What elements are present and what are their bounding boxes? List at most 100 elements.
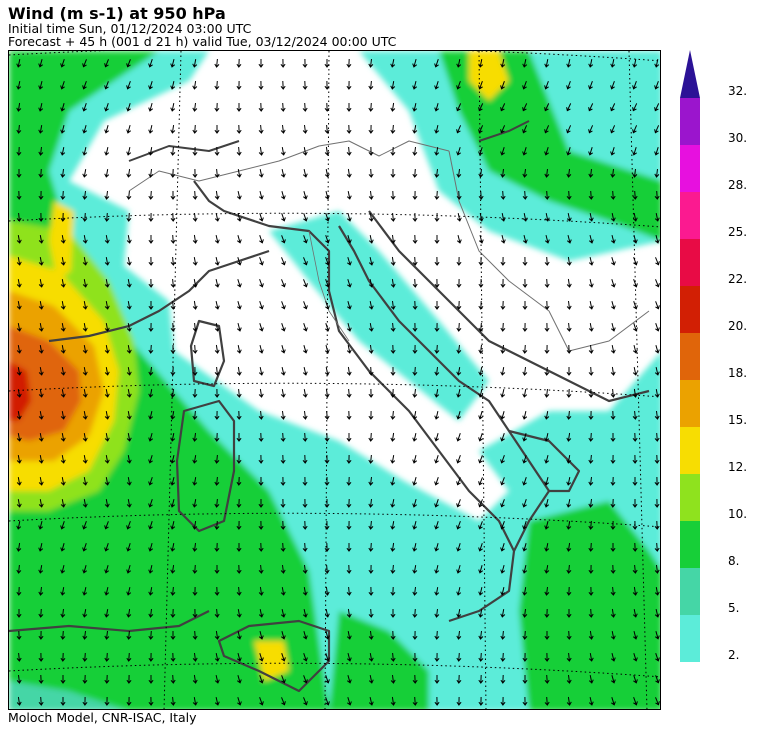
wind-arrow xyxy=(192,652,198,662)
wind-arrow xyxy=(566,388,572,398)
wind-arrow xyxy=(390,58,396,68)
wind-arrow xyxy=(500,190,506,200)
wind-arrow xyxy=(588,410,594,420)
field-green-west xyxy=(9,51,329,709)
wind-arrow xyxy=(281,213,286,222)
wind-arrow xyxy=(544,168,550,178)
wind-arrow xyxy=(148,235,154,244)
wind-arrow xyxy=(82,367,88,376)
wind-arrow xyxy=(302,168,308,178)
wind-arrow xyxy=(632,586,638,596)
wind-arrow xyxy=(368,653,374,662)
wind-arrow xyxy=(303,697,308,706)
wind-arrow xyxy=(258,80,264,90)
wind-arrow xyxy=(654,81,659,90)
wind-arrow xyxy=(368,256,374,266)
wind-arrow xyxy=(390,256,396,266)
wind-arrow xyxy=(588,586,594,596)
wind-arrow xyxy=(60,521,65,530)
colorbar-segment-2 xyxy=(680,521,700,568)
wind-arrow xyxy=(412,454,418,464)
wind-arrow xyxy=(16,301,22,310)
wind-arrow xyxy=(566,674,572,684)
wind-arrow xyxy=(390,234,396,244)
wind-arrow xyxy=(566,147,571,156)
wind-arrow xyxy=(655,653,660,662)
wind-arrow xyxy=(610,433,616,442)
wind-arrow xyxy=(38,433,44,442)
wind-arrow xyxy=(456,278,462,288)
wind-arrow xyxy=(654,520,660,530)
wind-arrow xyxy=(214,542,220,552)
wind-arrow xyxy=(38,455,44,464)
wind-arrow xyxy=(566,630,572,640)
wind-arrow xyxy=(281,631,286,640)
wind-arrow xyxy=(236,146,242,156)
wind-arrow xyxy=(610,498,616,508)
wind-arrow xyxy=(170,520,176,530)
wind-arrow xyxy=(258,124,264,134)
wind-arrow xyxy=(82,169,88,178)
colorbar-segment-8 xyxy=(680,239,700,286)
wind-arrow xyxy=(60,323,66,332)
wind-arrow xyxy=(126,543,131,552)
wind-arrow xyxy=(104,630,110,640)
wind-arrow xyxy=(16,124,22,134)
wind-arrow xyxy=(302,366,308,376)
wind-arrow xyxy=(632,432,638,442)
wind-arrow xyxy=(170,322,176,332)
wind-arrow xyxy=(38,235,44,244)
wind-arrow xyxy=(82,499,88,508)
wind-arrow xyxy=(478,322,484,332)
wind-arrow xyxy=(611,301,616,310)
wind-arrow xyxy=(544,454,550,464)
wind-arrow xyxy=(368,410,374,420)
wind-arrow xyxy=(237,257,242,266)
wind-arrow xyxy=(346,433,352,442)
northern-coast xyxy=(128,140,240,162)
wind-arrow xyxy=(148,432,154,442)
wind-arrow xyxy=(478,367,484,376)
wind-arrow xyxy=(258,432,264,442)
wind-arrow xyxy=(324,499,330,508)
wind-arrow xyxy=(566,696,572,706)
wind-arrow xyxy=(126,630,132,640)
wind-arrow xyxy=(104,345,110,354)
wind-arrow xyxy=(588,564,594,574)
wind-arrow xyxy=(610,410,616,420)
wind-arrow xyxy=(434,608,440,618)
wind-arrow xyxy=(104,389,110,398)
wind-arrow xyxy=(478,433,483,442)
wind-arrow xyxy=(347,697,352,706)
wind-arrow xyxy=(566,81,571,90)
wind-arrow xyxy=(104,323,110,332)
wind-arrow xyxy=(148,278,154,288)
wind-arrow xyxy=(148,652,154,662)
wind-arrow xyxy=(412,278,418,288)
wind-arrow xyxy=(544,432,550,442)
wind-arrow xyxy=(368,300,374,310)
colorbar-segment-3 xyxy=(680,474,700,521)
wind-arrow xyxy=(214,520,220,530)
wind-arrow xyxy=(544,631,550,640)
wind-arrow xyxy=(434,81,439,90)
wind-arrow xyxy=(544,147,549,156)
wind-arrow xyxy=(478,521,483,530)
wind-arrow xyxy=(170,366,176,376)
wind-arrow xyxy=(38,190,44,200)
wind-arrow xyxy=(544,608,550,618)
wind-arrow xyxy=(522,58,528,68)
wind-arrow xyxy=(456,58,462,68)
wind-arrow xyxy=(478,344,484,354)
wind-arrow xyxy=(82,279,88,288)
wind-arrow xyxy=(60,477,66,486)
wind-arrow xyxy=(281,675,286,684)
wind-arrow xyxy=(236,476,242,486)
wind-arrow xyxy=(566,609,572,618)
wind-arrow xyxy=(588,630,594,640)
wind-arrow xyxy=(566,564,572,574)
wind-arrow xyxy=(126,652,132,662)
wind-arrow xyxy=(104,169,110,178)
wind-arrow xyxy=(346,124,352,134)
wind-arrow xyxy=(280,587,286,596)
